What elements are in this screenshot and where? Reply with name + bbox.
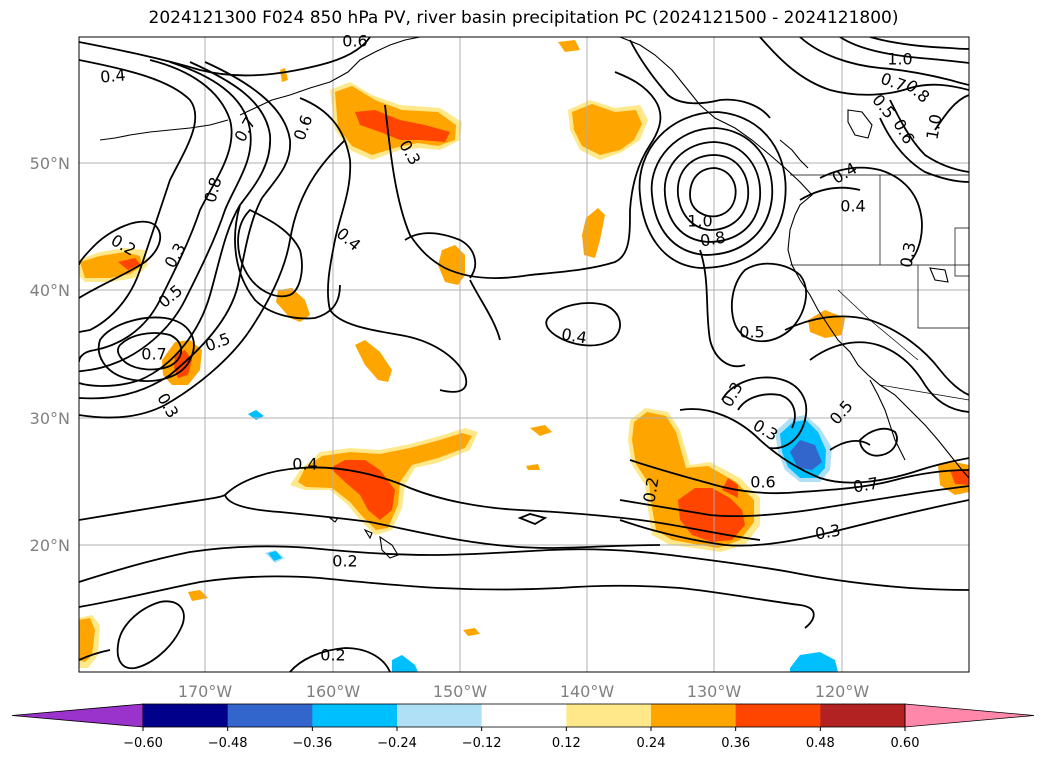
state-borders	[790, 174, 969, 401]
latitude-labels: 50°N 40°N 30°N 20°N	[30, 154, 70, 555]
colorbar-extend-high	[904, 703, 1035, 728]
contour-label: 0.6	[750, 473, 775, 492]
lat-label-50n: 50°N	[30, 154, 70, 173]
colorbar-tick-label: −0.36	[292, 736, 332, 751]
colorbar-tick-label: 0.36	[721, 736, 750, 751]
colorbar-segment	[651, 704, 737, 727]
contour-label: 1.0	[922, 113, 945, 141]
negative-anomaly-shading	[248, 410, 838, 672]
contour-label: 0.7	[231, 114, 260, 146]
colorbar-tick-label: 0.60	[891, 736, 920, 751]
contour-label: 0.6	[290, 112, 317, 142]
contour-label: 0.3	[814, 520, 842, 543]
lat-label-20n: 20°N	[30, 536, 70, 555]
colorbar-segment	[397, 704, 483, 727]
colorbar-segment	[481, 704, 567, 727]
map-frame	[78, 36, 970, 673]
lat-label-40n: 40°N	[30, 281, 70, 300]
graticule	[79, 37, 969, 672]
contour-label: 0.8	[201, 175, 226, 205]
contour-label: 0.5	[739, 323, 764, 342]
lon-label-120w: 120°W	[815, 682, 870, 701]
contour-label: 0.4	[99, 65, 126, 86]
contour-label: 0.2	[320, 646, 345, 665]
contour-label: 0.8	[699, 227, 727, 250]
lon-label-150w: 150°W	[433, 682, 488, 701]
colorbar-segment	[312, 704, 398, 727]
contour-label: 0.7	[852, 473, 880, 496]
colorbar-tick-label: 0.48	[806, 736, 835, 751]
contour-label: 0.4	[292, 455, 317, 474]
contour-label: 1.0	[887, 50, 912, 69]
colorbar-frame	[142, 703, 906, 728]
colorbar-tick-label: −0.12	[462, 736, 502, 751]
contour-label: 1.0	[687, 212, 712, 231]
contour-label: 0.3	[896, 241, 919, 269]
lon-label-170w: 170°W	[178, 682, 233, 701]
lat-label-30n: 30°N	[30, 409, 70, 428]
contour-label: 0.3	[153, 390, 182, 422]
colorbar-tick-label: 0.12	[552, 736, 581, 751]
contour-labels: 0.40.60.30.60.70.81.00.70.80.50.6 1.00.40…	[99, 32, 945, 665]
contour-label: 0.2	[639, 476, 662, 504]
colorbar-segment	[735, 704, 821, 727]
contour-label: 0.3	[161, 240, 190, 272]
contour-label: 0.7	[141, 345, 166, 364]
colorbar-segment	[566, 704, 652, 727]
coastlines	[99, 37, 969, 559]
colorbar-segment	[143, 704, 229, 727]
lon-label-160w: 160°W	[306, 682, 361, 701]
colorbar-segment	[227, 704, 313, 727]
contour-label: 0.6	[342, 32, 367, 51]
colorbar-tick-label: −0.24	[377, 736, 417, 751]
colorbar	[11, 703, 1035, 728]
contour-label: 0.5	[826, 397, 857, 429]
longitude-labels: 170°W 160°W 150°W 140°W 130°W 120°W	[178, 682, 870, 701]
colorbar-tick-label: −0.60	[123, 736, 163, 751]
colorbar-tick-label: 0.24	[637, 736, 666, 751]
contour-label: 0.4	[560, 324, 588, 347]
contour-label: 0.4	[840, 197, 865, 216]
lon-label-130w: 130°W	[687, 682, 742, 701]
contour-label: 0.2	[332, 552, 357, 571]
pv-contours	[79, 37, 969, 672]
map-title: 2024121300 F024 850 hPa PV, river basin …	[148, 8, 899, 28]
colorbar-segment	[820, 704, 906, 727]
colorbar-ticks: −0.60 −0.48 −0.36 −0.24 −0.12 0.12 0.24 0.36 0.4…	[123, 727, 919, 751]
contour-label: 0.5	[202, 329, 232, 356]
precipitation-pc-fill	[79, 40, 969, 672]
colorbar-extend-low	[11, 703, 144, 728]
colorbar-tick-label: −0.48	[208, 736, 248, 751]
lon-label-140w: 140°W	[560, 682, 615, 701]
